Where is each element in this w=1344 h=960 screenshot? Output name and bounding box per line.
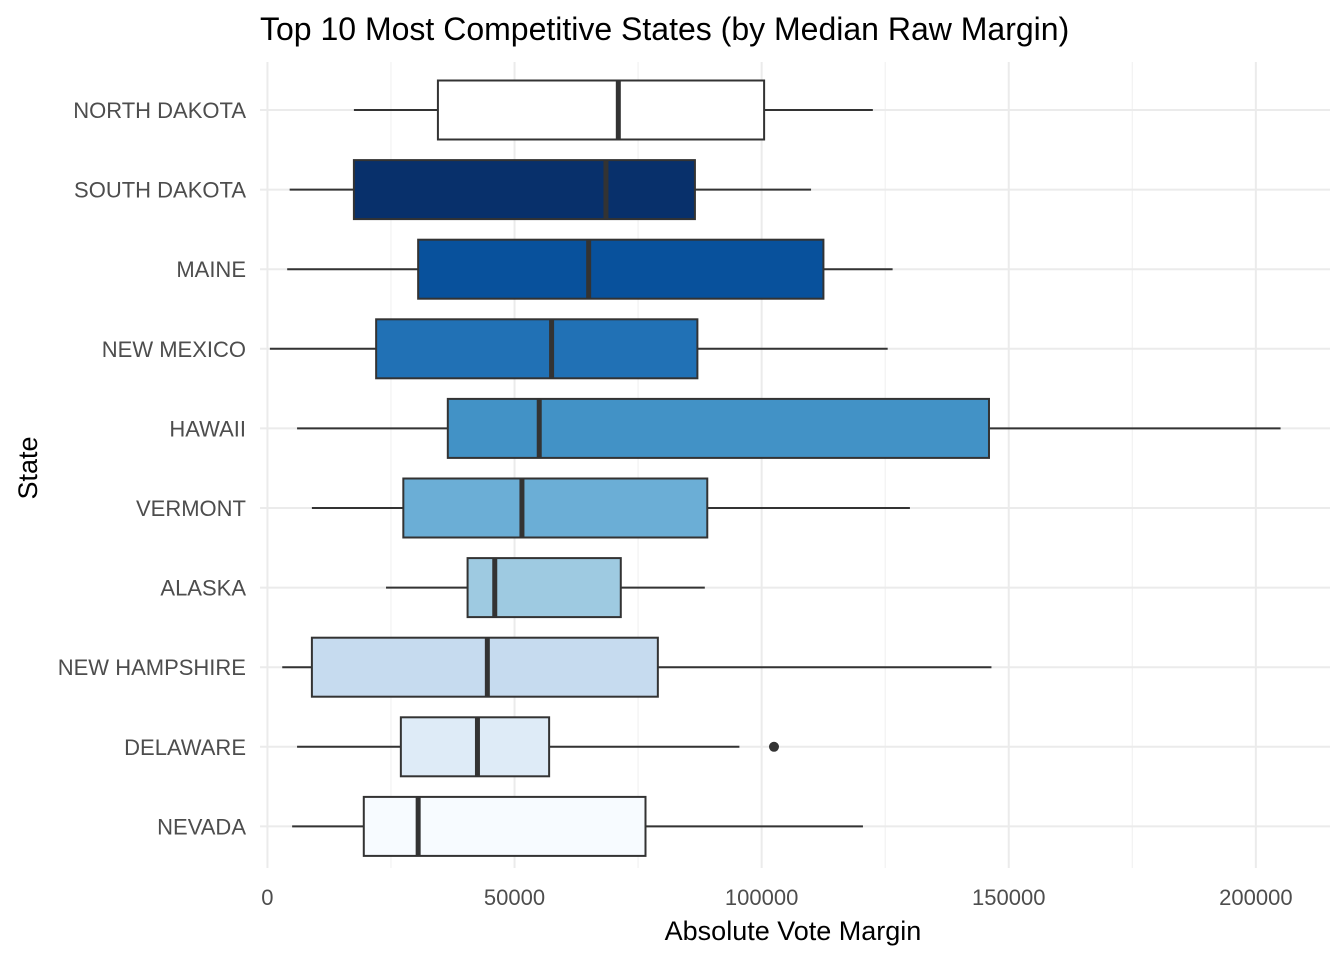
y-tick-label: MAINE — [176, 257, 246, 282]
chart-title: Top 10 Most Competitive States (by Media… — [260, 11, 1069, 47]
x-axis-title: Absolute Vote Margin — [665, 916, 922, 946]
x-tick-label: 150000 — [972, 885, 1045, 910]
y-tick-label: VERMONT — [136, 496, 246, 521]
label-layer: 0 50000 100000 150000 200000 NORTH DAKOTA SOUT… — [58, 98, 1293, 910]
y-tick-label: NORTH DAKOTA — [73, 98, 246, 123]
box-iqr — [362, 795, 647, 857]
x-tick-label: 0 — [261, 885, 273, 910]
box-nevada — [292, 795, 863, 857]
box-iqr — [446, 397, 990, 459]
box-iqr — [375, 318, 699, 380]
y-axis-title: State — [13, 436, 43, 499]
box-iqr — [466, 557, 622, 619]
x-tick-label: 50000 — [484, 885, 545, 910]
box-iqr — [402, 477, 709, 539]
box-south-dakota — [289, 159, 812, 221]
x-tick-label: 200000 — [1219, 885, 1292, 910]
box-iqr — [417, 238, 825, 300]
y-tick-label: SOUTH DAKOTA — [74, 178, 246, 203]
y-tick-label: NEW MEXICO — [102, 337, 246, 362]
box-iqr — [352, 159, 696, 221]
x-tick-label: 100000 — [725, 885, 798, 910]
box-layer — [269, 79, 1281, 857]
box-hawaii — [297, 397, 1281, 459]
y-tick-label: ALASKA — [160, 576, 246, 601]
y-tick-label: NEW HAMPSHIRE — [58, 655, 246, 680]
box-iqr — [436, 79, 766, 141]
outlier-point — [768, 741, 779, 752]
box-delaware — [297, 716, 779, 778]
y-tick-label: NEVADA — [157, 814, 246, 839]
box-north-dakota — [353, 79, 873, 141]
box-vermont — [311, 477, 910, 539]
y-tick-label: HAWAII — [169, 416, 246, 441]
box-alaska — [386, 557, 705, 619]
box-new-hampshire — [282, 636, 992, 698]
box-maine — [287, 238, 893, 300]
y-tick-label: DELAWARE — [124, 735, 246, 760]
box-new-mexico — [269, 318, 888, 380]
